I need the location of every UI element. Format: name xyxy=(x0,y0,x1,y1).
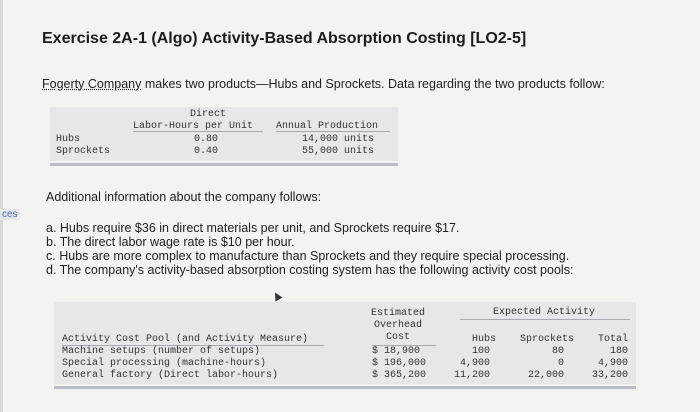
item-a: a. Hubs require $36 in direct materials … xyxy=(46,221,460,235)
pool-hubs-special: 4,900 xyxy=(459,358,490,369)
pool-name-general: General factory (Direct labor-hours) xyxy=(62,370,279,381)
expected-activity-header: Expected Activity xyxy=(492,307,596,318)
expected-activity-rule xyxy=(460,319,630,320)
item-c: c. Hubs are more complex to manufacture … xyxy=(46,249,570,263)
pool-name-special: Special processing (machine-hours) xyxy=(62,358,267,369)
additional-info: Additional information about the company… xyxy=(46,190,322,204)
pool-name-setups: Machine setups (number of setups) xyxy=(62,346,261,357)
intro-rest: makes two products—Hubs and Sprockets. D… xyxy=(141,77,605,91)
sprockets-header: Sprockets xyxy=(519,334,574,345)
pool-hubs-setups: 100 xyxy=(471,346,490,357)
cost-header-rule xyxy=(372,345,436,346)
product-table: Direct Labor-Hours per Unit Annual Produ… xyxy=(50,107,398,166)
dlh-header-line1: Direct xyxy=(189,109,226,120)
pool-cost-special: $ 196,000 xyxy=(372,358,427,369)
pool-header-rule xyxy=(62,345,324,346)
sidebar-edge xyxy=(0,0,3,412)
hubs-header: Hubs xyxy=(471,334,496,345)
intro-text: Fogerty Company makes two products—Hubs … xyxy=(42,77,605,91)
cost-header-line1: Estimated xyxy=(370,308,425,319)
total-header: Total xyxy=(597,334,628,345)
sidebar-edge-label[interactable]: ces xyxy=(0,209,20,220)
product-production-hubs: 14,000 units xyxy=(301,134,374,145)
item-d: d. The company's activity-based absorpti… xyxy=(46,263,574,277)
production-header: Annual Production xyxy=(276,121,379,132)
production-header-rule xyxy=(276,131,390,132)
pool-total-general: 33,200 xyxy=(591,370,628,381)
pool-hubs-general: 11,200 xyxy=(453,370,490,381)
company-name: Fogerty Company xyxy=(42,77,142,91)
pool-sprockets-general: 22,000 xyxy=(527,370,564,381)
item-b: b. The direct labor wage rate is $10 per… xyxy=(46,235,295,249)
cost-header-line3: Cost xyxy=(385,332,410,343)
mouse-cursor-icon xyxy=(271,290,283,302)
exercise-title: Exercise 2A-1 (Algo) Activity-Based Abso… xyxy=(42,30,527,47)
product-production-sprockets: 55,000 units xyxy=(301,146,374,157)
product-dlh-sprockets: 0.40 xyxy=(193,146,218,157)
product-name-sprockets: Sprockets xyxy=(56,146,111,157)
dlh-header-rule xyxy=(133,131,263,132)
pool-cost-general: $ 365,200 xyxy=(372,370,427,381)
cost-pool-table-bottom-rule xyxy=(54,386,636,389)
pool-sprockets-setups: 80 xyxy=(551,346,564,357)
product-name-hubs: Hubs xyxy=(56,134,81,145)
pool-total-setups: 180 xyxy=(609,346,628,357)
dlh-header-line2: Labor-Hours per Unit xyxy=(133,121,254,132)
pool-total-special: 4,900 xyxy=(597,358,628,369)
product-dlh-hubs: 0.80 xyxy=(193,134,218,145)
product-table-bottom-rule xyxy=(50,163,398,166)
cost-pool-table: Estimated Overhead Cost Expected Activit… xyxy=(54,302,636,389)
cost-header-line2: Overhead xyxy=(373,320,422,331)
pool-cost-setups: $ 18,900 xyxy=(372,346,421,357)
pool-sprockets-special: 0 xyxy=(557,358,564,369)
pool-header: Activity Cost Pool (and Activity Measure… xyxy=(62,334,309,345)
